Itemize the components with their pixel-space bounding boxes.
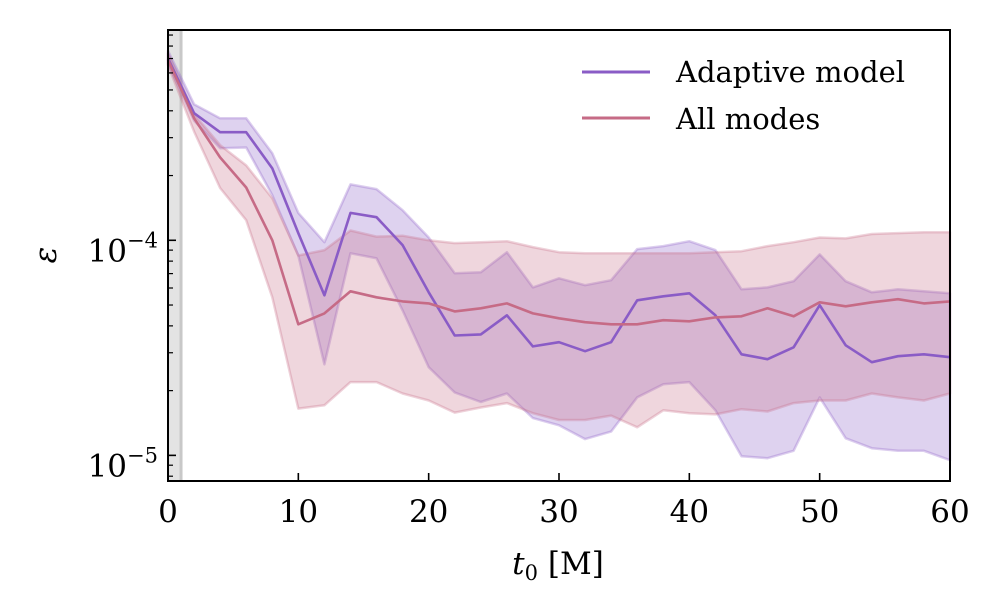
legend-label-all-modes: All modes	[675, 102, 820, 136]
y-tick-label: 10−5	[88, 443, 158, 484]
x-axis-label: t0 [M]	[512, 546, 604, 585]
y-tick-labels: 10−4 10−5	[88, 228, 158, 484]
x-axis-label-unit: [M]	[538, 546, 604, 582]
x-tick-label: 30	[539, 494, 578, 530]
band-all-modes	[166, 52, 952, 429]
x-tick-label: 20	[409, 494, 448, 530]
x-axis-label-symbol: t	[512, 546, 525, 582]
x-axis-label-subscript: 0	[525, 561, 538, 585]
axis-ticks	[167, 34, 951, 481]
y-tick-base: 10	[88, 233, 127, 269]
y-tick-exponent: −4	[127, 228, 158, 252]
legend-label-adaptive-model: Adaptive model	[675, 55, 905, 89]
x-tick-label: 10	[279, 494, 318, 530]
y-axis-label: ε	[28, 247, 64, 264]
shaded-region	[168, 30, 182, 481]
shaded-region-layer	[168, 30, 183, 481]
line-all-modes	[166, 59, 951, 326]
legend: Adaptive model All modes	[582, 55, 905, 136]
line-adaptive-model	[166, 57, 951, 364]
y-tick-label: 10−4	[88, 228, 158, 269]
x-tick-labels: 0 10 20 30 40 50 60	[158, 494, 970, 530]
y-tick-exponent: −5	[127, 443, 158, 467]
x-tick-label: 60	[930, 494, 969, 530]
series-lines	[166, 57, 951, 364]
x-tick-label: 40	[670, 494, 709, 530]
y-tick-base: 10	[88, 448, 127, 484]
x-tick-label: 50	[800, 494, 839, 530]
x-tick-label: 0	[158, 494, 178, 530]
confidence-bands	[166, 49, 952, 462]
